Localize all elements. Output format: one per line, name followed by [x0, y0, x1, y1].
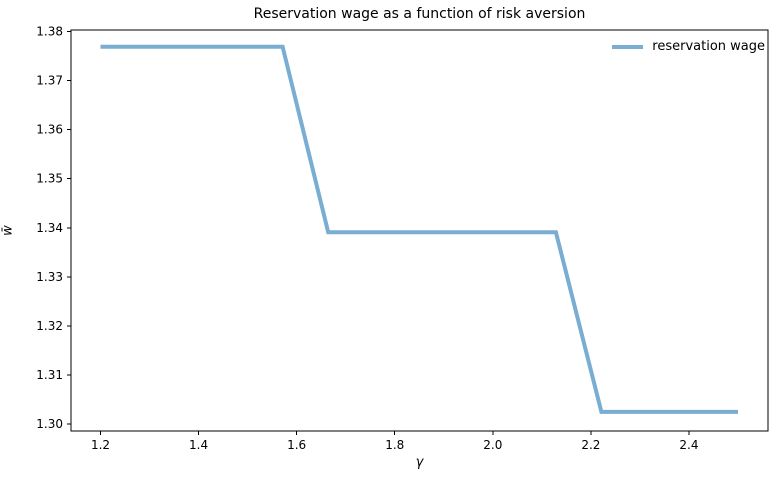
y-tick-label: 1.33	[36, 270, 63, 284]
legend-line-swatch	[612, 44, 644, 49]
y-tick-label: 1.31	[36, 368, 63, 382]
x-tick-label: 1.8	[385, 438, 404, 452]
legend-label: reservation wage	[652, 39, 765, 54]
y-tick-label: 1.36	[36, 123, 63, 137]
y-tick-label: 1.30	[36, 417, 63, 431]
y-tick-label: 1.35	[36, 172, 63, 186]
legend: reservation wage	[612, 39, 765, 54]
y-tick-label: 1.38	[36, 24, 63, 38]
x-tick-label: 1.2	[91, 438, 110, 452]
y-tick-label: 1.32	[36, 319, 63, 333]
y-tick-label: 1.37	[36, 74, 63, 88]
x-tick-label: 1.6	[287, 438, 306, 452]
x-axis-label: γ	[415, 455, 424, 470]
x-tick-label: 1.4	[189, 438, 208, 452]
y-tick-label: 1.34	[36, 221, 63, 235]
y-axis-label: w̄	[0, 225, 16, 236]
x-tick-label: 2.2	[581, 438, 600, 452]
x-tick-label: 2.4	[679, 438, 698, 452]
chart-title: Reservation wage as a function of risk a…	[253, 6, 586, 22]
x-tick-label: 2.0	[483, 438, 502, 452]
axes-frame	[70, 29, 769, 432]
reservation-wage-line	[100, 44, 738, 414]
